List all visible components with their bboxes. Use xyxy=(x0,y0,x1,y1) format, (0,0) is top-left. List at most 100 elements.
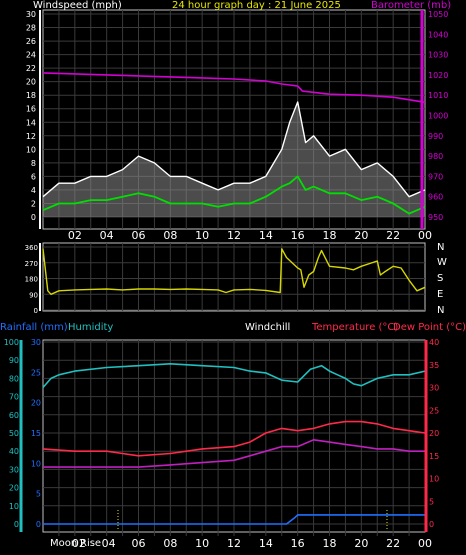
compass-n-bottom: N xyxy=(437,305,444,316)
wind-x-tick-label: 00 xyxy=(418,229,432,242)
dir-tick-label: 90 xyxy=(29,291,38,299)
baro-tick-label: 960 xyxy=(428,193,443,202)
wind-tick-label: 14 xyxy=(26,118,36,127)
humidity-tick-label: 60 xyxy=(9,411,19,420)
rain-tick-label: 30 xyxy=(31,338,41,347)
gust-line-fill xyxy=(43,102,425,217)
humidity-tick-label: 0 xyxy=(14,520,19,529)
temp-tick-label: 40 xyxy=(429,338,439,347)
humidity-tick-label: 30 xyxy=(9,465,19,474)
gust-line xyxy=(42,101,426,198)
wind-tick-label: 22 xyxy=(26,64,36,73)
graph-title: 24 hour graph day : 21 June 2025 xyxy=(172,0,341,11)
temp-x-tick-label: 12 xyxy=(227,537,241,550)
dir-tick-label: 180 xyxy=(25,276,38,284)
rain-tick-label: 10 xyxy=(31,459,41,468)
wind-x-tick-label: 02 xyxy=(68,229,82,242)
wind-tick-label: 4 xyxy=(31,186,36,195)
windchill-label: Windchill xyxy=(245,322,290,333)
wind-tick-label: 10 xyxy=(26,145,36,154)
wind-x-tick-label: 12 xyxy=(227,229,241,242)
temp-x-tick-label: 10 xyxy=(195,537,209,550)
wind-tick-label: 26 xyxy=(26,37,36,46)
baro-tick-label: 990 xyxy=(428,132,443,141)
temp-tick-label: 10 xyxy=(429,475,439,484)
rain-tick-label: 20 xyxy=(31,399,41,408)
temp-x-tick-label: 20 xyxy=(354,537,368,550)
temp-tick-label: 0 xyxy=(429,520,434,529)
wind-tick-label: 30 xyxy=(26,10,36,19)
series-lines xyxy=(42,72,426,525)
baro-tick-label: 1000 xyxy=(428,112,448,121)
dewpoint-line xyxy=(43,438,425,468)
temp-x-tick-label: 22 xyxy=(386,537,400,550)
temp-tick-label: 35 xyxy=(429,361,439,370)
dewpoint-label: Dew Point (°C) xyxy=(393,322,466,333)
humidity-line xyxy=(42,362,426,389)
temp-tick-label: 30 xyxy=(429,384,439,393)
dir-tick-label: 0 xyxy=(34,307,38,315)
wind-x-tick-label: 10 xyxy=(195,229,209,242)
wind-tick-label: 16 xyxy=(26,105,36,114)
baro-tick-label: 1020 xyxy=(428,71,448,80)
temp-x-tick-label: 16 xyxy=(291,537,305,550)
wind-x-tick-label: 08 xyxy=(163,229,177,242)
wind-tick-label: 24 xyxy=(26,51,36,60)
temp-tick-label: 20 xyxy=(429,429,439,438)
temp-tick-label: 5 xyxy=(429,497,434,506)
humidity-tick-label: 10 xyxy=(9,502,19,511)
temp-x-tick-label: 08 xyxy=(163,537,177,550)
humidity-tick-label: 100 xyxy=(4,338,19,347)
barometer-label: Barometer (mb) xyxy=(371,0,451,11)
temp-x-tick-label: 02 xyxy=(72,537,86,550)
rainfall-label: Rainfall (mm) xyxy=(0,322,68,333)
temp-tick-label: 25 xyxy=(429,406,439,415)
humidity-tick-label: 70 xyxy=(9,393,19,402)
baro-tick-label: 950 xyxy=(428,213,443,222)
temp-tick-label: 15 xyxy=(429,452,439,461)
rain-tick-label: 5 xyxy=(36,490,41,499)
humidity-tick-label: 50 xyxy=(9,429,19,438)
wind-tick-label: 18 xyxy=(26,91,36,100)
wind-tick-label: 20 xyxy=(26,78,36,87)
humidity-tick-label: 90 xyxy=(9,356,19,365)
humidity-tick-label: 20 xyxy=(9,484,19,493)
rise-label: Rise xyxy=(80,538,101,549)
dir-tick-label: 270 xyxy=(25,260,38,268)
moon-label: Moon xyxy=(50,538,77,549)
wind-tick-label: 0 xyxy=(31,213,36,222)
wind-tick-label: 6 xyxy=(31,172,36,181)
rainfall-line xyxy=(43,514,425,525)
rain-tick-label: 15 xyxy=(31,429,41,438)
temp-x-tick-label: 18 xyxy=(323,537,337,550)
compass-w: W xyxy=(437,257,447,268)
wind-tick-label: 28 xyxy=(26,24,36,33)
wind-x-tick-label: 14 xyxy=(259,229,273,242)
barometer-line xyxy=(42,72,426,104)
wind-x-tick-label: 18 xyxy=(323,229,337,242)
baro-tick-label: 980 xyxy=(428,152,443,161)
wind-x-tick-label: 04 xyxy=(100,229,114,242)
windspeed-line xyxy=(42,175,426,215)
baro-tick-label: 970 xyxy=(428,172,443,181)
baro-tick-label: 1050 xyxy=(428,10,448,19)
humidity-tick-label: 40 xyxy=(9,447,19,456)
wind-x-tick-label: 20 xyxy=(354,229,368,242)
wind-x-tick-label: 22 xyxy=(386,229,400,242)
temp-x-tick-label: 00 xyxy=(418,537,432,550)
compass-e: E xyxy=(437,289,443,300)
compass-s: S xyxy=(437,273,443,284)
humidity-label: Humidity xyxy=(68,322,113,333)
temp-x-tick-label: 14 xyxy=(259,537,273,550)
compass-n-top: N xyxy=(437,242,444,253)
temperature-line xyxy=(42,420,426,457)
temp-x-tick-label: 06 xyxy=(132,537,146,550)
baro-tick-label: 1030 xyxy=(428,51,448,60)
direction-line xyxy=(42,248,426,295)
temp-x-tick-label: 04 xyxy=(102,537,116,550)
rain-tick-label: 25 xyxy=(31,368,41,377)
rain-tick-label: 0 xyxy=(36,520,41,529)
baro-tick-label: 1010 xyxy=(428,91,448,100)
